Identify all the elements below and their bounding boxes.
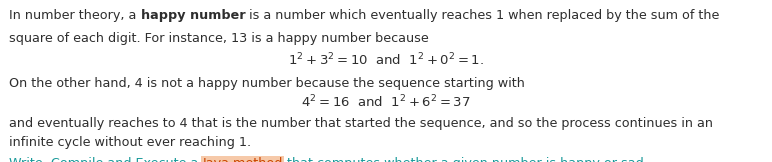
Text: that computes whether a given number is happy or sad.: that computes whether a given number is … xyxy=(283,157,648,162)
Text: and eventually reaches to 4 that is the number that started the sequence, and so: and eventually reaches to 4 that is the … xyxy=(9,117,713,130)
Text: happy number: happy number xyxy=(141,9,245,23)
Text: is a number which eventually reaches 1 when replaced by the sum of the: is a number which eventually reaches 1 w… xyxy=(245,9,720,23)
Text: In number theory, a: In number theory, a xyxy=(9,9,141,23)
Text: On the other hand, 4 is not a happy number because the sequence starting with: On the other hand, 4 is not a happy numb… xyxy=(9,77,525,90)
Text: infinite cycle without ever reaching 1.: infinite cycle without ever reaching 1. xyxy=(9,136,252,149)
Text: Java method: Java method xyxy=(202,157,283,162)
Text: Write, Compile and Execute a: Write, Compile and Execute a xyxy=(9,157,202,162)
Text: square of each digit. For instance, 13 is a happy number because: square of each digit. For instance, 13 i… xyxy=(9,32,429,45)
Text: $4^2 = 16$  and  $1^2 + 6^2 = 37$: $4^2 = 16$ and $1^2 + 6^2 = 37$ xyxy=(301,94,471,111)
Text: $1^2 + 3^2 = 10$  and  $1^2 + 0^2 = 1.$: $1^2 + 3^2 = 10$ and $1^2 + 0^2 = 1.$ xyxy=(288,51,484,68)
